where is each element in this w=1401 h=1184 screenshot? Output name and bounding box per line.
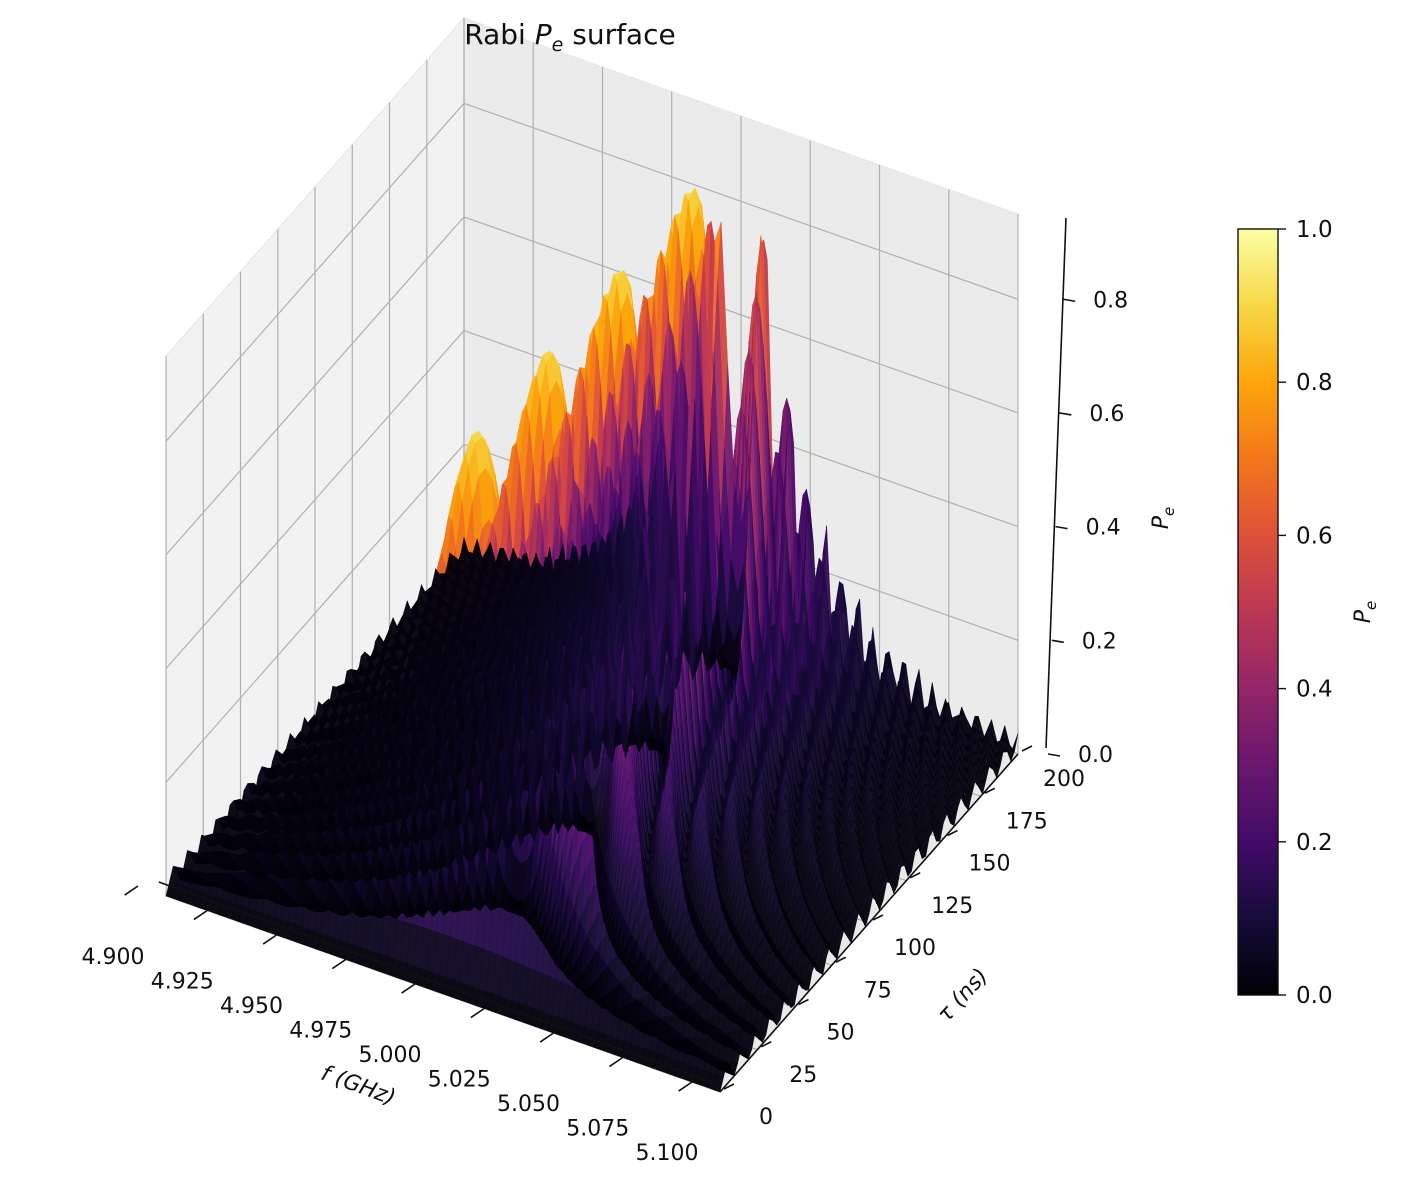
z-gridline xyxy=(165,329,1019,669)
z-gridline xyxy=(165,102,1019,442)
chart-title: Rabi Pe surface xyxy=(464,18,676,56)
surface-mesh xyxy=(165,187,1019,1093)
z-gridline xyxy=(165,216,1019,556)
z-gridline xyxy=(165,443,1019,783)
